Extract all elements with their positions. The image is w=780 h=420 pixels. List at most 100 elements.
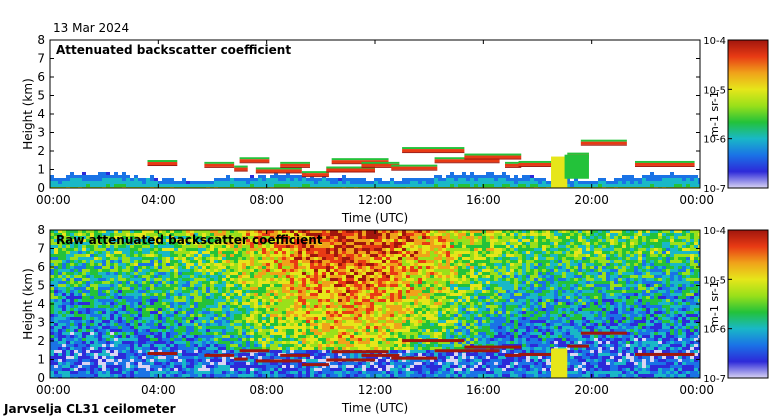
aerosol-cell xyxy=(634,181,638,184)
raw-signal-cell xyxy=(242,248,246,251)
raw-signal-cell xyxy=(290,308,294,311)
raw-signal-cell xyxy=(74,242,78,245)
raw-signal-cell xyxy=(230,257,234,260)
raw-signal-cell xyxy=(74,368,78,371)
raw-signal-cell xyxy=(146,335,150,338)
raw-signal-cell xyxy=(186,230,190,233)
raw-signal-cell xyxy=(378,239,382,242)
aerosol-cell xyxy=(522,175,526,178)
raw-signal-cell xyxy=(210,260,214,263)
raw-signal-cell xyxy=(126,353,130,356)
raw-signal-cell xyxy=(302,248,306,251)
raw-signal-cell xyxy=(98,257,102,260)
raw-signal-cell xyxy=(310,368,314,371)
raw-signal-cell xyxy=(294,254,298,257)
raw-signal-cell xyxy=(186,248,190,251)
raw-signal-cell xyxy=(70,332,74,335)
raw-signal-cell xyxy=(90,230,94,233)
raw-signal-cell xyxy=(342,287,346,290)
raw-signal-cell xyxy=(330,311,334,314)
raw-signal-cell xyxy=(346,269,350,272)
raw-signal-cell xyxy=(346,245,350,248)
raw-signal-cell xyxy=(202,260,206,263)
raw-signal-cell xyxy=(198,275,202,278)
raw-signal-cell xyxy=(262,269,266,272)
raw-signal-cell xyxy=(326,326,330,329)
raw-signal-cell xyxy=(90,329,94,332)
raw-signal-cell xyxy=(310,308,314,311)
raw-signal-cell xyxy=(330,269,334,272)
raw-signal-cell xyxy=(86,356,90,359)
raw-signal-cell xyxy=(138,299,142,302)
raw-signal-cell xyxy=(66,314,70,317)
raw-signal-cell xyxy=(270,275,274,278)
aerosol-cell xyxy=(270,181,274,184)
raw-signal-cell xyxy=(322,230,326,233)
raw-signal-cell xyxy=(174,320,178,323)
raw-signal-cell xyxy=(298,296,302,299)
raw-signal-cell xyxy=(254,254,258,257)
raw-signal-cell xyxy=(238,338,242,341)
raw-signal-cell xyxy=(90,254,94,257)
raw-signal-cell xyxy=(110,305,114,308)
raw-signal-cell xyxy=(162,317,166,320)
raw-signal-cell xyxy=(178,332,182,335)
aerosol-cell xyxy=(114,172,118,175)
raw-signal-cell xyxy=(138,314,142,317)
aerosol-cell xyxy=(466,181,470,184)
raw-signal-cell xyxy=(62,338,66,341)
raw-signal-cell xyxy=(222,365,226,368)
raw-signal-cell xyxy=(278,242,282,245)
raw-signal-cell xyxy=(94,305,98,308)
raw-signal-cell xyxy=(70,266,74,269)
raw-signal-cell xyxy=(322,368,326,371)
raw-signal-cell xyxy=(234,287,238,290)
raw-signal-cell xyxy=(266,293,270,296)
aerosol-cell xyxy=(686,184,690,187)
aerosol-cell xyxy=(678,184,682,187)
raw-signal-cell xyxy=(102,263,106,266)
raw-signal-cell xyxy=(130,257,134,260)
aerosol-cell xyxy=(354,178,358,181)
aerosol-cell xyxy=(402,181,406,184)
raw-signal-cell xyxy=(62,284,66,287)
raw-signal-cell xyxy=(114,347,118,350)
raw-signal-cell xyxy=(170,287,174,290)
raw-signal-cell xyxy=(266,254,270,257)
raw-signal-cell xyxy=(86,275,90,278)
raw-signal-cell xyxy=(58,359,62,362)
aerosol-cell xyxy=(278,175,282,178)
raw-signal-cell xyxy=(254,347,258,350)
raw-signal-cell xyxy=(122,371,126,374)
cloud-layer-core xyxy=(234,170,248,172)
raw-signal-cell xyxy=(198,356,202,359)
raw-signal-cell xyxy=(182,314,186,317)
raw-signal-cell xyxy=(298,332,302,335)
raw-signal-cell xyxy=(278,302,282,305)
cloud-layer-edge xyxy=(255,167,302,170)
raw-signal-cell xyxy=(290,242,294,245)
raw-signal-cell xyxy=(126,311,130,314)
raw-signal-cell xyxy=(250,236,254,239)
aerosol-cell xyxy=(310,184,314,187)
raw-signal-cell xyxy=(246,239,250,242)
raw-signal-cell xyxy=(326,350,330,353)
cloud-layer-edge xyxy=(301,171,329,174)
raw-signal-cell xyxy=(150,266,154,269)
raw-signal-cell xyxy=(170,290,174,293)
raw-signal-cell xyxy=(94,326,98,329)
raw-signal-cell xyxy=(326,266,330,269)
raw-signal-cell xyxy=(378,326,382,329)
raw-signal-cell xyxy=(350,290,354,293)
raw-signal-cell xyxy=(86,290,90,293)
raw-signal-cell xyxy=(110,272,114,275)
raw-signal-cell xyxy=(210,368,214,371)
aerosol-cell xyxy=(530,178,534,181)
raw-signal-cell xyxy=(314,251,318,254)
raw-signal-cell xyxy=(158,287,162,290)
aerosol-cell xyxy=(358,178,362,181)
raw-signal-cell xyxy=(230,302,234,305)
aerosol-cell xyxy=(326,184,330,187)
aerosol-cell xyxy=(230,184,234,187)
aerosol-cell xyxy=(454,184,458,187)
